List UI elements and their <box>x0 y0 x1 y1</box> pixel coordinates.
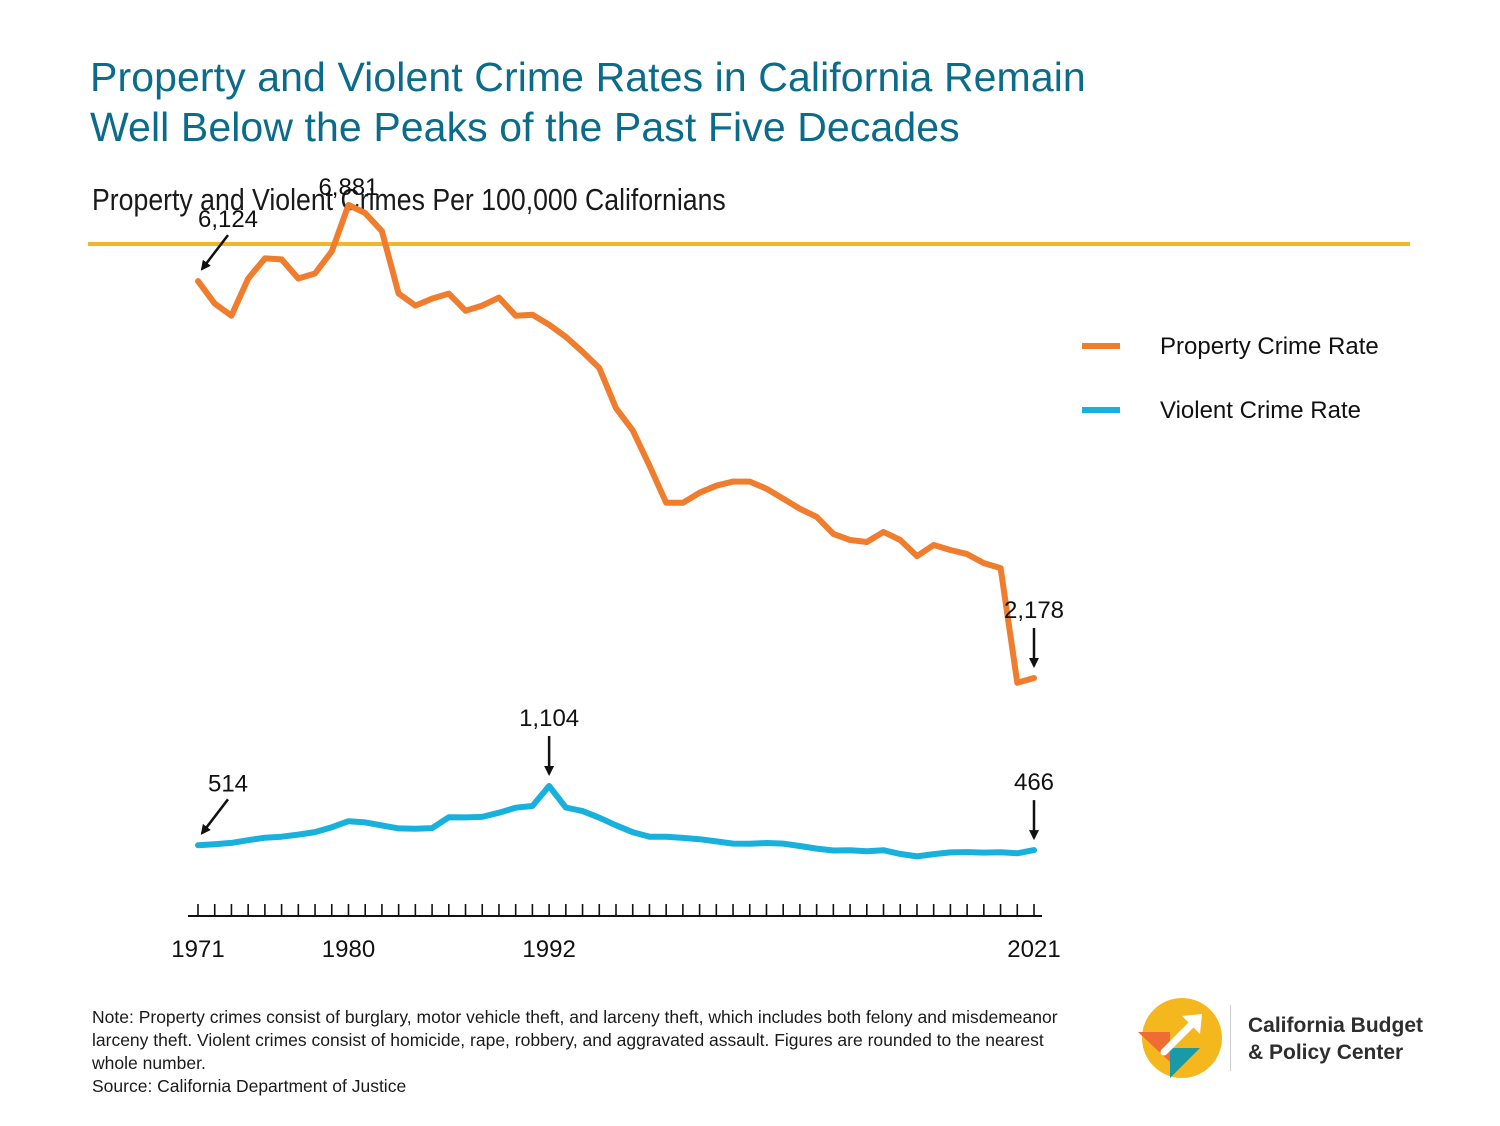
annotation-label-0: 6,124 <box>198 206 258 233</box>
x-tick-label-2021: 2021 <box>1007 936 1060 963</box>
annotation-label-3: 514 <box>208 770 248 797</box>
logo-line-2: & Policy Center <box>1248 1041 1404 1064</box>
logo-wordmark: California Budget & Policy Center <box>1248 1012 1423 1066</box>
title-line-2: Well Below the Peaks of the Past Five De… <box>90 104 960 150</box>
x-tick-label-1992: 1992 <box>522 936 575 963</box>
annotation-label-2: 2,178 <box>1004 597 1064 624</box>
property-crime-line <box>195 202 1037 686</box>
accent-rule <box>88 242 1410 246</box>
x-tick-label-1971: 1971 <box>171 936 224 963</box>
annotation-label-5: 466 <box>1014 769 1054 796</box>
title-line-1: Property and Violent Crime Rates in Cali… <box>90 54 1086 100</box>
violent-crime-line <box>195 783 1037 860</box>
source-text: Source: California Department of Justice <box>92 1076 407 1096</box>
logo-line-1: California Budget <box>1248 1014 1424 1037</box>
note-text: Note: Property crimes consist of burglar… <box>92 1007 1058 1073</box>
legend-label-property: Property Crime Rate <box>1160 333 1379 360</box>
x-tick-label-1980: 1980 <box>322 936 375 963</box>
annotation-label-1: 6,881 <box>318 174 378 201</box>
chart-title: Property and Violent Crime Rates in Cali… <box>90 52 1410 152</box>
logo-divider <box>1230 1005 1231 1071</box>
annotation-arrow-0 <box>200 234 229 271</box>
annotation-label-4: 1,104 <box>519 705 579 732</box>
footnote: Note: Property crimes consist of burglar… <box>92 1006 1082 1098</box>
annotation-arrow-3 <box>200 798 229 835</box>
legend-label-violent: Violent Crime Rate <box>1160 397 1361 424</box>
chart-subtitle: Property and Violent Crimes Per 100,000 … <box>92 182 726 217</box>
cbpc-logo-icon <box>1138 998 1222 1078</box>
